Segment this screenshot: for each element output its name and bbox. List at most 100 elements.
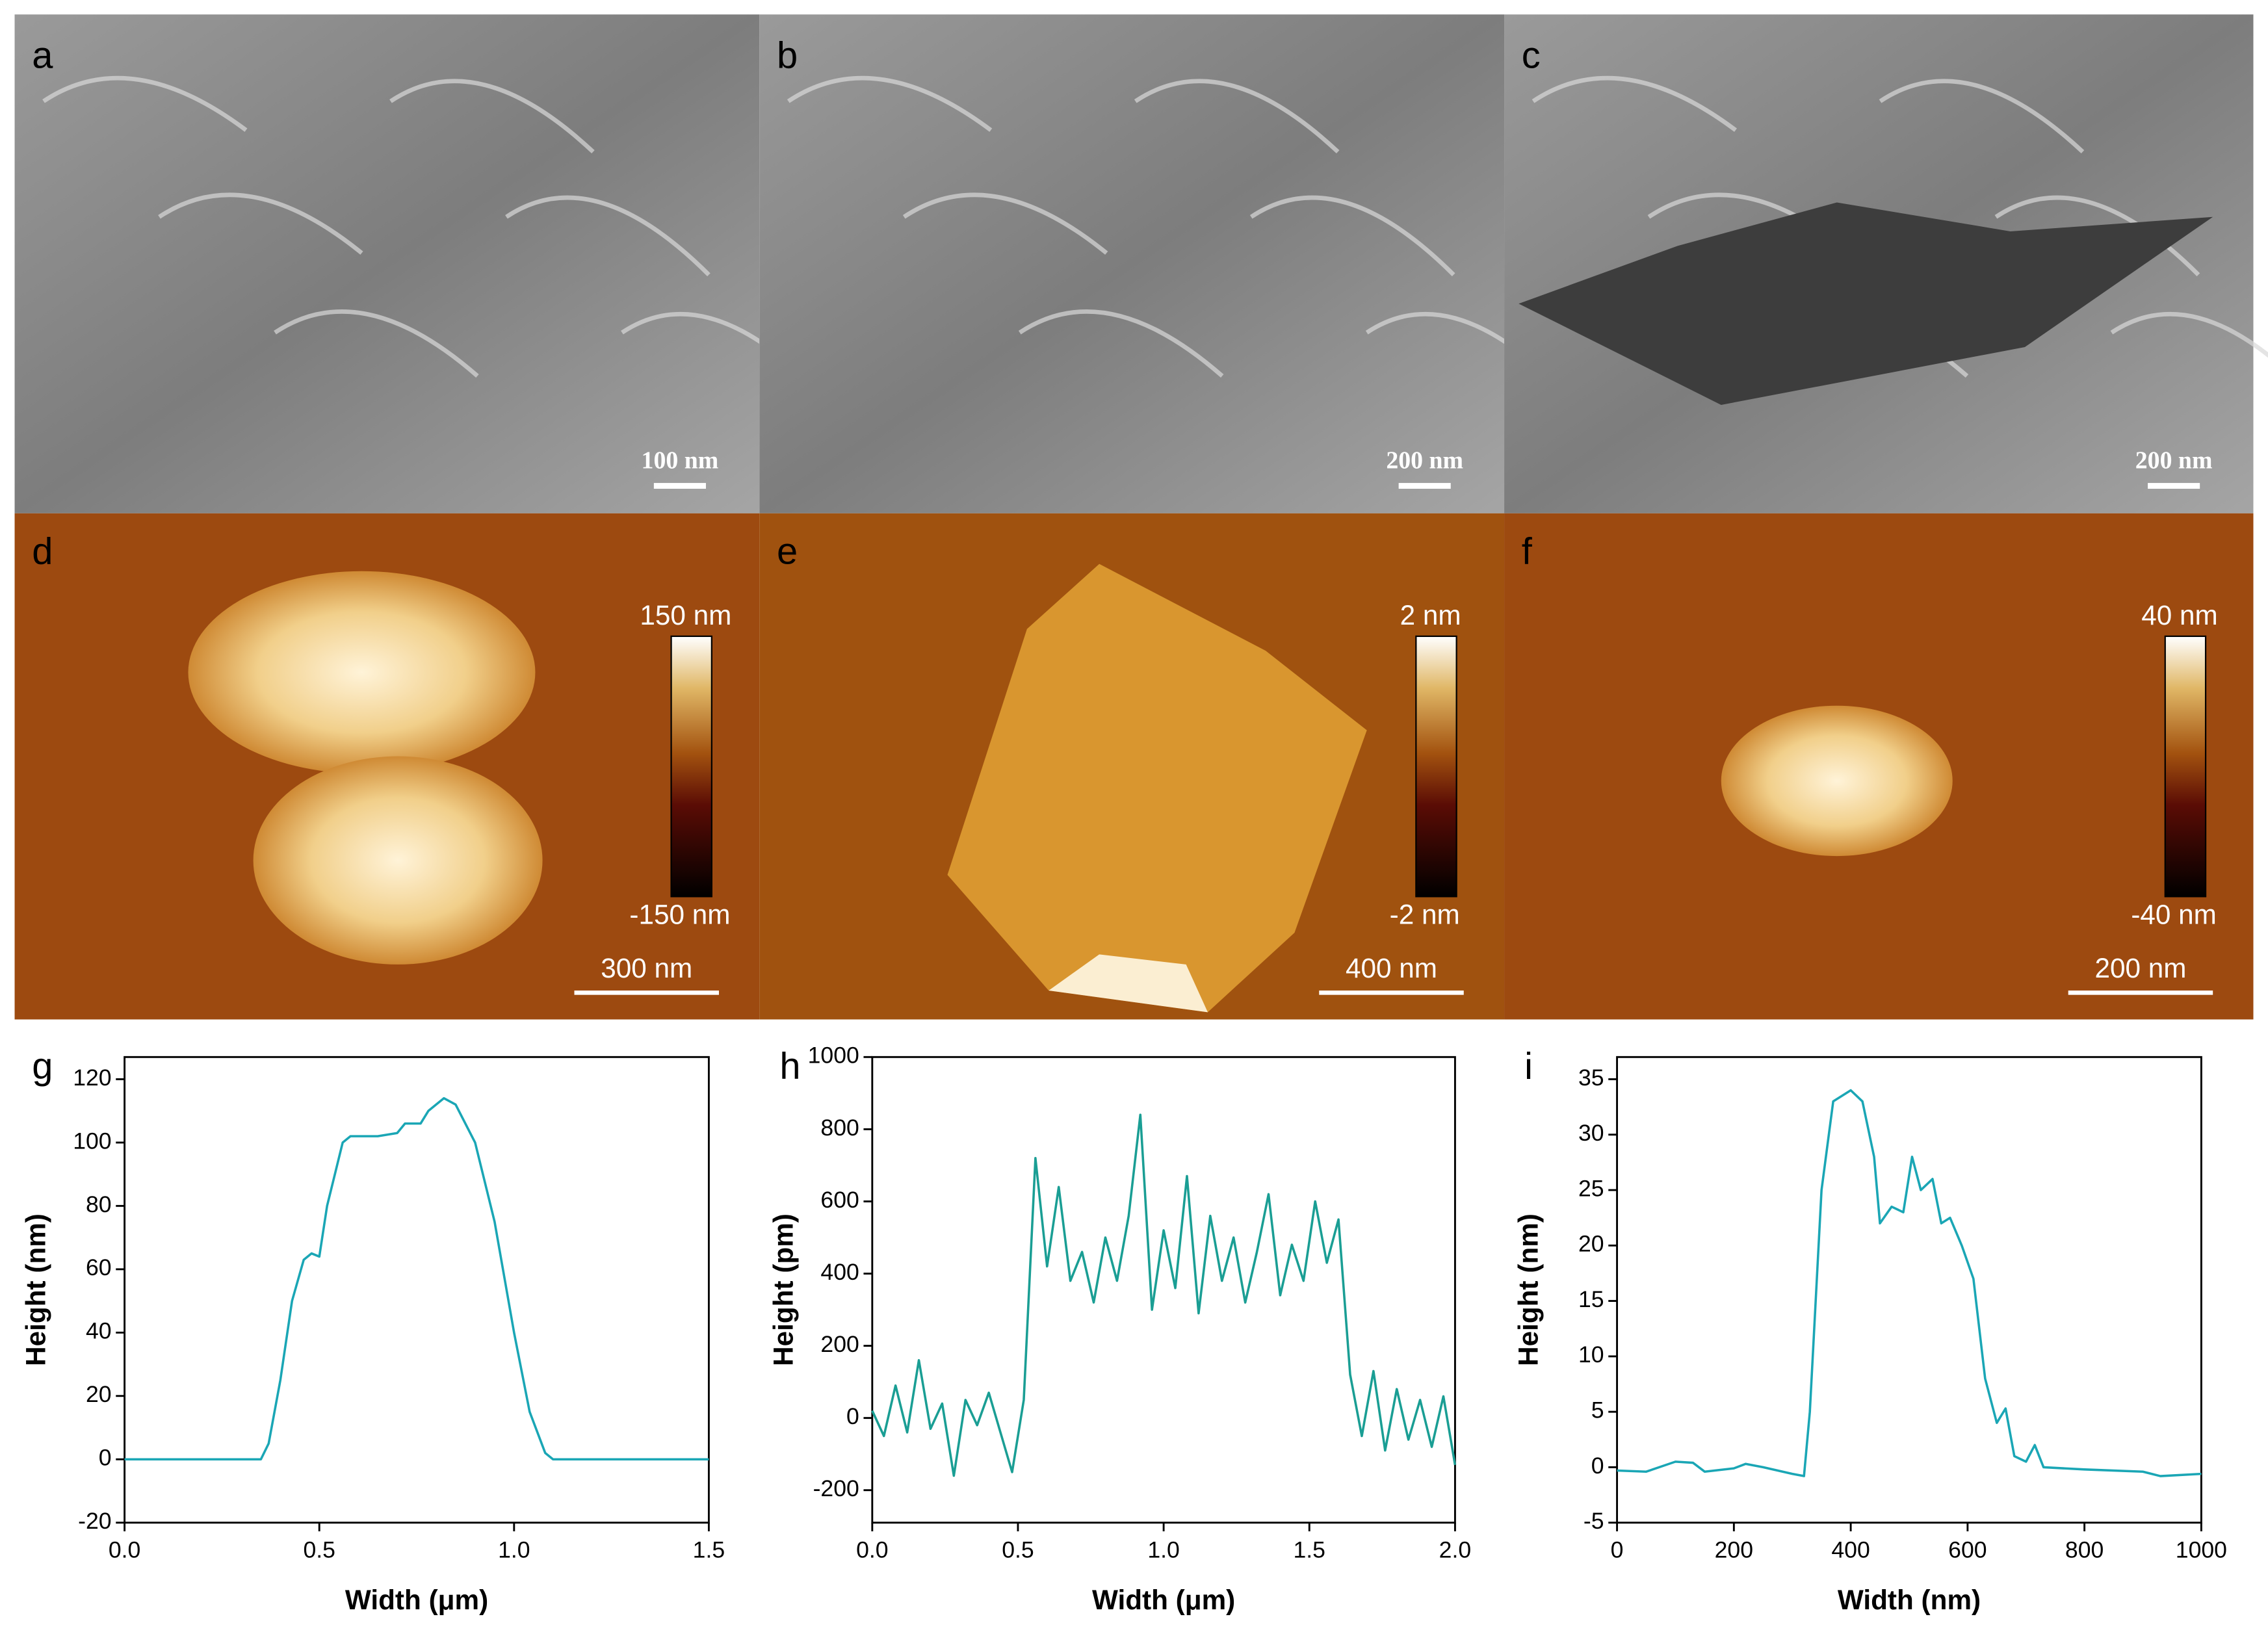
y-tick-label: 20 — [86, 1381, 112, 1407]
sem-feature — [1249, 195, 1455, 277]
colorbar — [670, 635, 712, 898]
panel-label: g — [32, 1045, 53, 1087]
sem-feature — [787, 75, 993, 132]
y-tick-label: 0 — [1591, 1453, 1604, 1479]
scale-bar-label: 200 nm — [1386, 447, 1463, 474]
x-axis-label: Width (nm) — [1838, 1585, 1981, 1615]
sem-feature — [1134, 79, 1340, 154]
data-line — [124, 1096, 709, 1461]
y-tick-label: 120 — [73, 1065, 111, 1091]
scale-bar-label: 200 nm — [2094, 953, 2186, 983]
y-axis-label: Height (pm) — [768, 1213, 799, 1366]
sem-feature — [389, 79, 595, 154]
sem-feature — [505, 195, 710, 277]
y-tick-label: 400 — [820, 1259, 859, 1285]
data-line — [871, 1113, 1457, 1477]
sem-feature — [1532, 75, 1738, 132]
x-tick-label: 1.5 — [1294, 1537, 1325, 1563]
x-tick-label: 0.5 — [303, 1537, 335, 1563]
sem-feature — [158, 192, 363, 255]
scale-bar-label: 300 nm — [601, 953, 692, 983]
y-tick-label: 30 — [1578, 1120, 1604, 1146]
x-tick-label: 2.0 — [1439, 1537, 1471, 1563]
afm-feature — [1049, 954, 1208, 1013]
colorbar — [2164, 635, 2207, 898]
y-tick-label: 0 — [99, 1445, 112, 1471]
colorbar-max-label: 150 nm — [640, 600, 731, 630]
y-tick-label: 35 — [1578, 1065, 1604, 1091]
plot-frame — [1616, 1056, 2202, 1524]
sem-crack — [1519, 202, 2213, 405]
colorbar — [1415, 635, 1457, 898]
y-tick-label: 0 — [846, 1403, 859, 1429]
panel-label: f — [1522, 530, 1533, 572]
y-tick-label: 15 — [1578, 1286, 1604, 1312]
scale-bar — [2148, 483, 2200, 489]
sem-feature — [274, 309, 479, 378]
x-tick-label: 0.5 — [1002, 1537, 1034, 1563]
plot-frame — [124, 1056, 710, 1524]
y-tick-label: -5 — [1584, 1508, 1604, 1534]
scale-bar — [1398, 483, 1451, 489]
y-tick-label: 100 — [73, 1128, 111, 1154]
y-tick-label: -200 — [813, 1475, 859, 1501]
y-tick-label: 25 — [1578, 1175, 1604, 1201]
scale-bar — [574, 990, 719, 995]
colorbar-min-label: -40 nm — [2131, 900, 2217, 930]
x-tick-label: 200 — [1715, 1537, 1753, 1563]
panel-label: c — [1522, 34, 1541, 76]
y-axis-label: Height (nm) — [1513, 1213, 1543, 1366]
x-axis-label: Width (μm) — [1092, 1585, 1235, 1615]
x-tick-label: 1.5 — [693, 1537, 725, 1563]
x-tick-label: 1.0 — [498, 1537, 530, 1563]
x-tick-label: 800 — [2065, 1537, 2104, 1563]
x-tick-label: 0.0 — [109, 1537, 140, 1563]
panel-label: e — [777, 530, 798, 572]
afm-feature — [947, 564, 1367, 1013]
y-tick-label: 600 — [820, 1187, 859, 1213]
scale-bar — [2068, 990, 2213, 995]
y-tick-label: -20 — [78, 1508, 111, 1534]
sem-feature — [42, 75, 248, 132]
panel-label: h — [779, 1045, 800, 1087]
y-tick-label: 40 — [86, 1318, 112, 1344]
x-tick-label: 600 — [1948, 1537, 1987, 1563]
panel-label: a — [32, 34, 53, 76]
sem-feature — [2110, 311, 2268, 358]
scale-bar — [653, 483, 706, 489]
colorbar-max-label: 40 nm — [2141, 600, 2217, 630]
sem-image — [759, 14, 1505, 513]
x-tick-label: 1.0 — [1147, 1537, 1179, 1563]
panel-label: d — [32, 530, 53, 572]
y-tick-label: 800 — [820, 1115, 859, 1141]
scale-bar-label: 100 nm — [642, 447, 719, 474]
panel-label: b — [777, 34, 798, 76]
x-tick-label: 0.0 — [856, 1537, 888, 1563]
scale-bar-label: 200 nm — [2135, 447, 2213, 474]
sem-feature — [1018, 309, 1224, 378]
y-tick-label: 80 — [86, 1191, 112, 1217]
scale-bar-label: 400 nm — [1346, 953, 1437, 983]
afm-feature — [1721, 705, 1953, 857]
y-axis-label: Height (nm) — [20, 1213, 51, 1366]
sem-feature — [1879, 79, 2085, 154]
y-tick-label: 60 — [86, 1254, 112, 1280]
y-tick-label: 200 — [820, 1331, 859, 1357]
colorbar-min-label: -150 nm — [629, 900, 730, 930]
scale-bar — [1319, 990, 1464, 995]
afm-feature — [188, 571, 536, 774]
y-tick-label: 5 — [1591, 1397, 1604, 1423]
x-tick-label: 400 — [1831, 1537, 1870, 1563]
colorbar-min-label: -2 nm — [1390, 900, 1460, 930]
data-line — [1617, 1089, 2202, 1477]
y-tick-label: 1000 — [808, 1043, 859, 1069]
colorbar-max-label: 2 nm — [1400, 600, 1461, 630]
y-tick-label: 10 — [1578, 1342, 1604, 1368]
panel-label: i — [1524, 1045, 1533, 1087]
sem-image — [14, 14, 760, 513]
x-tick-label: 0 — [1611, 1537, 1624, 1563]
plot-frame — [871, 1056, 1456, 1524]
afm-feature — [253, 756, 543, 965]
